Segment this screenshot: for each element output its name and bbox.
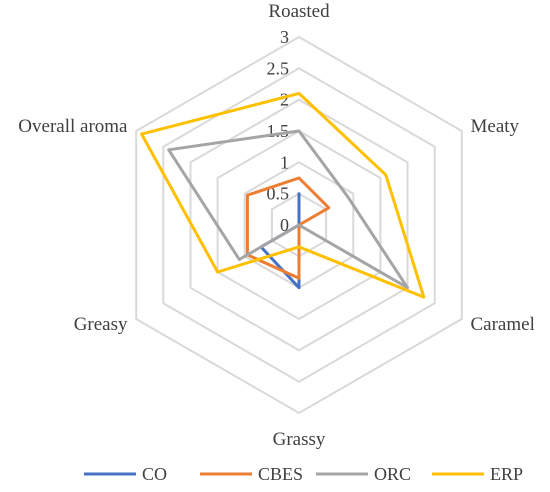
legend-label-cbes: CBES	[258, 464, 303, 484]
legend-label-co: CO	[142, 464, 167, 484]
axis-labels: Roasted Meaty Caramel Grassy Greasy Overall a…	[18, 1, 535, 450]
tick-label: 2	[280, 90, 289, 110]
axis-label-grassy: Grassy	[273, 429, 326, 450]
radar-grid	[135, 35, 463, 415]
tick-label: 0	[280, 215, 289, 235]
grid-ring-5	[162, 67, 436, 383]
tick-label: 1.5	[267, 121, 290, 141]
grid-ring-3	[216, 129, 382, 321]
legend: CO CBES ORC ERP	[84, 464, 523, 484]
axis-label-meaty: Meaty	[471, 116, 520, 137]
series-lines	[140, 91, 426, 299]
legend-label-orc: ORC	[374, 464, 411, 484]
tick-label: 2.5	[267, 58, 290, 78]
axis-label-caramel: Caramel	[471, 314, 535, 335]
series-orc	[167, 129, 409, 290]
series-erp	[140, 91, 426, 299]
grid-ring-4	[189, 98, 409, 352]
legend-label-erp: ERP	[490, 464, 523, 484]
tick-label: 1	[280, 152, 289, 172]
axis-label-greasy: Greasy	[74, 314, 128, 335]
series-cbes	[245, 176, 331, 280]
series-co	[259, 192, 301, 290]
radial-tick-labels: 0 0.5 1 1.5 2 2.5 3	[267, 27, 290, 235]
tick-label: 3	[280, 27, 289, 47]
axis-label-overall-aroma: Overall aroma	[18, 116, 128, 137]
axis-label-roasted: Roasted	[268, 1, 330, 22]
tick-label: 0.5	[267, 184, 290, 204]
grid-ring-6	[135, 35, 463, 415]
